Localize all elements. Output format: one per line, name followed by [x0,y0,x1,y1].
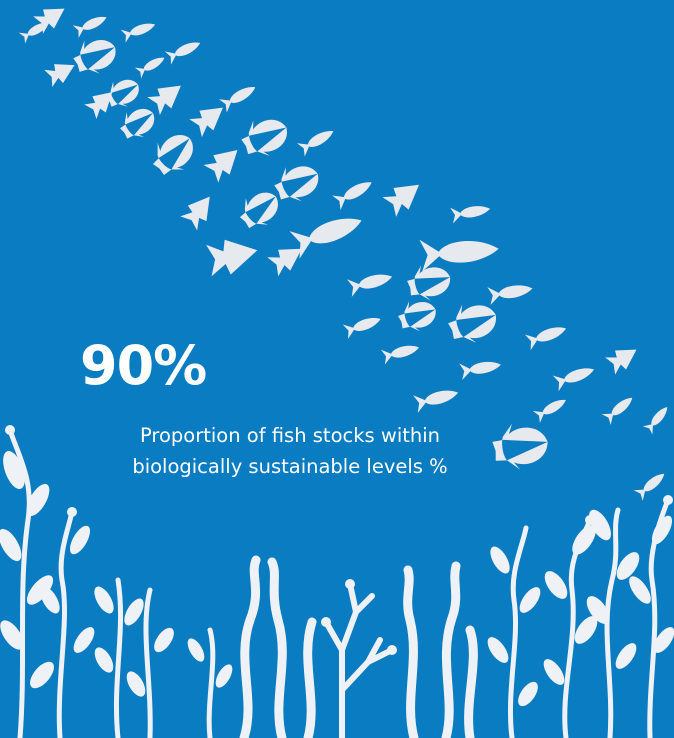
seaweed-leaves [0,425,674,707]
stat-value: 90% [80,334,207,397]
stat-label: Proportion of fish stocks within biologi… [132,424,448,478]
